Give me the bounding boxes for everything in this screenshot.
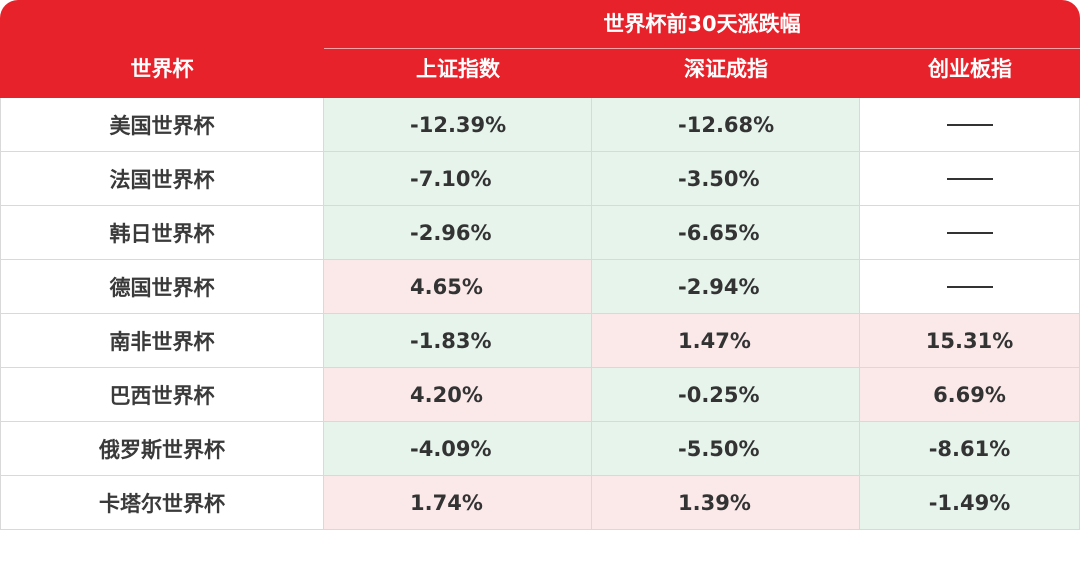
value-cell: -7.10% bbox=[324, 152, 592, 206]
table-row: 德国世界杯 4.65% -2.94% bbox=[0, 260, 1080, 314]
table-row: 美国世界杯 -12.39% -12.68% bbox=[0, 98, 1080, 152]
table-row: 法国世界杯 -7.10% -3.50% bbox=[0, 152, 1080, 206]
table-header: 世界杯前30天涨跌幅 世界杯 上证指数 深证成指 创业板指 bbox=[0, 0, 1080, 98]
value-cell: -6.65% bbox=[592, 206, 860, 260]
table-row: 卡塔尔世界杯 1.74% 1.39% -1.49% bbox=[0, 476, 1080, 530]
no-data-dash-icon bbox=[946, 285, 993, 288]
value-cell: 1.47% bbox=[592, 314, 860, 368]
value-cell: -3.50% bbox=[592, 152, 860, 206]
no-data-dash-icon bbox=[946, 123, 993, 126]
value-cell: 1.74% bbox=[324, 476, 592, 530]
value-cell bbox=[860, 206, 1080, 260]
value-cell: 15.31% bbox=[860, 314, 1080, 368]
value-cell: 1.39% bbox=[592, 476, 860, 530]
table-row: 巴西世界杯 4.20% -0.25% 6.69% bbox=[0, 368, 1080, 422]
value-cell bbox=[860, 152, 1080, 206]
value-cell: -4.09% bbox=[324, 422, 592, 476]
row-label: 巴西世界杯 bbox=[0, 368, 324, 422]
row-label: 卡塔尔世界杯 bbox=[0, 476, 324, 530]
column-header-szse: 深证成指 bbox=[684, 57, 768, 81]
row-label: 美国世界杯 bbox=[0, 98, 324, 152]
group-header: 世界杯前30天涨跌幅 bbox=[603, 12, 801, 36]
row-column-header: 世界杯 bbox=[130, 57, 194, 81]
column-header-sse: 上证指数 bbox=[416, 57, 500, 81]
column-header-chinext: 创业板指 bbox=[928, 57, 1012, 81]
value-cell: 6.69% bbox=[860, 368, 1080, 422]
row-label: 南非世界杯 bbox=[0, 314, 324, 368]
no-data-dash-icon bbox=[946, 177, 993, 180]
value-cell bbox=[860, 98, 1080, 152]
value-cell: -2.96% bbox=[324, 206, 592, 260]
table-row: 俄罗斯世界杯 -4.09% -5.50% -8.61% bbox=[0, 422, 1080, 476]
table-row: 韩日世界杯 -2.96% -6.65% bbox=[0, 206, 1080, 260]
value-cell: 4.20% bbox=[324, 368, 592, 422]
value-cell bbox=[860, 260, 1080, 314]
value-cell: -5.50% bbox=[592, 422, 860, 476]
value-cell: -2.94% bbox=[592, 260, 860, 314]
world-cup-returns-table: 世界杯前30天涨跌幅 世界杯 上证指数 深证成指 创业板指 美国世界杯 -12.3… bbox=[0, 0, 1080, 530]
value-cell: -1.83% bbox=[324, 314, 592, 368]
row-label: 韩日世界杯 bbox=[0, 206, 324, 260]
row-label: 德国世界杯 bbox=[0, 260, 324, 314]
value-cell: -8.61% bbox=[860, 422, 1080, 476]
value-cell: 4.65% bbox=[324, 260, 592, 314]
row-label: 俄罗斯世界杯 bbox=[0, 422, 324, 476]
value-cell: -12.68% bbox=[592, 98, 860, 152]
value-cell: -12.39% bbox=[324, 98, 592, 152]
header-divider bbox=[324, 48, 1080, 49]
no-data-dash-icon bbox=[946, 231, 993, 234]
row-label: 法国世界杯 bbox=[0, 152, 324, 206]
value-cell: -1.49% bbox=[860, 476, 1080, 530]
value-cell: -0.25% bbox=[592, 368, 860, 422]
table-row: 南非世界杯 -1.83% 1.47% 15.31% bbox=[0, 314, 1080, 368]
